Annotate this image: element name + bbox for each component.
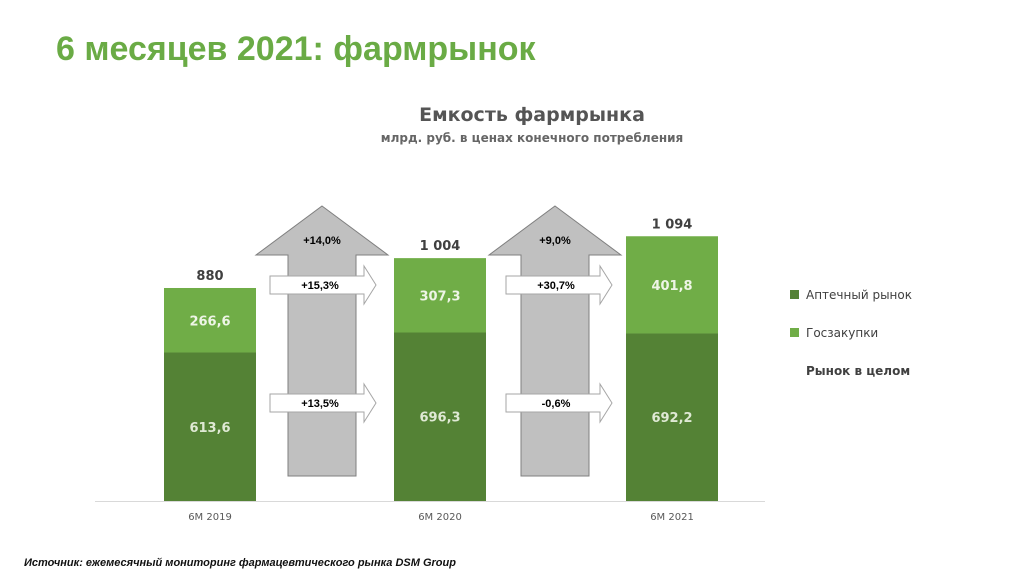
bar-procurement-2 — [394, 258, 486, 333]
data-label-procurement-3: 401,8 — [651, 279, 692, 294]
growth-label-procurement-1: +15,3% — [301, 280, 339, 292]
growth-arrow-procurement-2 — [505, 264, 613, 306]
growth-label-retail-1: +13,5% — [301, 398, 339, 410]
bar-retail-1 — [164, 352, 256, 501]
data-label-total-2: 1 004 — [420, 239, 461, 254]
slide-title: 6 месяцев 2021: фармрынок — [56, 30, 536, 68]
data-label-retail-1: 613,6 — [189, 421, 230, 436]
x-tick-label-3: 6M 2021 — [650, 512, 694, 523]
chart-title: Емкость фармрынка — [419, 104, 645, 126]
source-note: Источник: ежемесячный мониторинг фармаце… — [24, 557, 456, 569]
growth-label-total-2: +9,0% — [539, 235, 571, 247]
legend-procurement-label: Госзакупки — [806, 326, 878, 340]
legend-procurement-swatch — [790, 328, 799, 337]
legend-total-label: Рынок в целом — [806, 364, 910, 378]
bar-procurement-3 — [626, 236, 718, 334]
growth-arrow-procurement-1 — [269, 264, 377, 306]
data-label-total-3: 1 094 — [652, 217, 693, 232]
growth-arrow-retail-1 — [269, 382, 377, 424]
data-label-retail-3: 692,2 — [651, 411, 692, 426]
data-label-procurement-1: 266,6 — [189, 314, 230, 329]
growth-label-total-1: +14,0% — [303, 235, 341, 247]
bar-procurement-1 — [164, 287, 256, 353]
data-label-procurement-2: 307,3 — [419, 289, 460, 304]
data-label-retail-2: 696,3 — [419, 411, 460, 426]
growth-label-procurement-2: +30,7% — [537, 280, 575, 292]
bar-retail-3 — [626, 333, 718, 501]
growth-arrow-retail-2 — [505, 382, 613, 424]
legend-retail-label: Аптечный рынок — [806, 288, 912, 302]
chart-subtitle: млрд. руб. в ценах конечного потребления — [380, 131, 684, 145]
x-tick-label-1: 6M 2019 — [188, 512, 232, 523]
growth-label-retail-2: -0,6% — [542, 398, 571, 410]
x-tick-label-2: 6M 2020 — [418, 512, 462, 523]
bar-retail-2 — [394, 332, 486, 501]
legend-retail-swatch — [790, 290, 799, 299]
data-label-total-1: 880 — [196, 269, 223, 284]
